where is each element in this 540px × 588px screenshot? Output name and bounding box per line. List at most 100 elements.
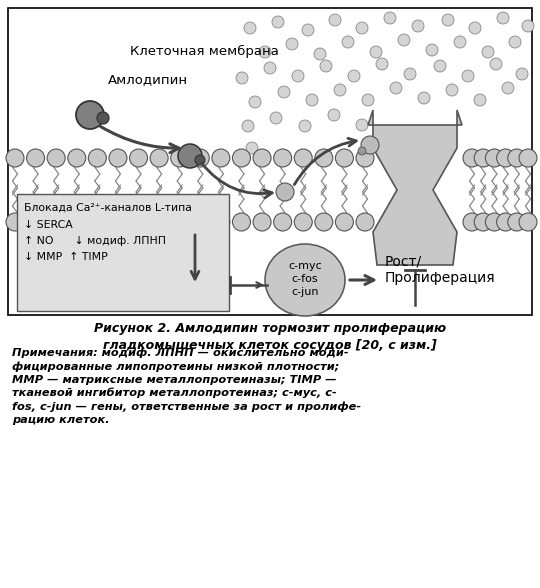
Circle shape xyxy=(356,22,368,34)
Circle shape xyxy=(259,46,271,58)
Circle shape xyxy=(171,213,188,231)
Text: Амлодипин: Амлодипин xyxy=(108,73,188,86)
Circle shape xyxy=(376,58,388,70)
Circle shape xyxy=(6,213,24,231)
Circle shape xyxy=(278,86,290,98)
Text: c-fos: c-fos xyxy=(292,274,318,284)
Circle shape xyxy=(519,213,537,231)
Circle shape xyxy=(150,213,168,231)
Circle shape xyxy=(244,22,256,34)
Text: c-myc: c-myc xyxy=(288,261,322,271)
Circle shape xyxy=(233,149,251,167)
Circle shape xyxy=(502,82,514,94)
Circle shape xyxy=(315,213,333,231)
Circle shape xyxy=(329,14,341,26)
Text: Клеточная мембрана: Клеточная мембрана xyxy=(130,45,279,58)
Circle shape xyxy=(490,58,502,70)
Circle shape xyxy=(335,213,353,231)
Circle shape xyxy=(474,94,486,106)
Circle shape xyxy=(418,92,430,104)
Circle shape xyxy=(178,144,202,168)
Circle shape xyxy=(497,12,509,24)
Circle shape xyxy=(253,149,271,167)
Circle shape xyxy=(130,149,147,167)
Circle shape xyxy=(276,183,294,201)
Circle shape xyxy=(384,12,396,24)
Text: Примечания: модиф. ЛПНП — окислительно моди-
фицированные липопротеины низкой пл: Примечания: модиф. ЛПНП — окислительно м… xyxy=(12,348,361,425)
Circle shape xyxy=(236,72,248,84)
Circle shape xyxy=(362,94,374,106)
Circle shape xyxy=(191,149,210,167)
Circle shape xyxy=(274,213,292,231)
Circle shape xyxy=(522,20,534,32)
Circle shape xyxy=(426,44,438,56)
Circle shape xyxy=(212,149,230,167)
Circle shape xyxy=(474,149,492,167)
Circle shape xyxy=(299,120,311,132)
Circle shape xyxy=(358,147,366,155)
Circle shape xyxy=(509,36,521,48)
Polygon shape xyxy=(368,110,462,265)
Circle shape xyxy=(26,213,45,231)
Text: Рисунок 2. Амлодипин тормозит пролиферацию: Рисунок 2. Амлодипин тормозит пролиферац… xyxy=(94,322,446,335)
Circle shape xyxy=(68,213,86,231)
Circle shape xyxy=(446,84,458,96)
Circle shape xyxy=(274,149,292,167)
Circle shape xyxy=(249,96,261,108)
Circle shape xyxy=(398,34,410,46)
Circle shape xyxy=(356,213,374,231)
Circle shape xyxy=(253,213,271,231)
Circle shape xyxy=(233,213,251,231)
Circle shape xyxy=(348,70,360,82)
Circle shape xyxy=(390,82,402,94)
Circle shape xyxy=(130,213,147,231)
Text: Рост/
Пролиферация: Рост/ Пролиферация xyxy=(385,255,496,285)
Text: ↓ MMP  ↑ TIMP: ↓ MMP ↑ TIMP xyxy=(24,252,108,262)
Circle shape xyxy=(97,112,109,124)
Circle shape xyxy=(302,24,314,36)
Text: c-jun: c-jun xyxy=(291,287,319,297)
Circle shape xyxy=(469,22,481,34)
Circle shape xyxy=(442,14,454,26)
Circle shape xyxy=(328,109,340,121)
Circle shape xyxy=(334,84,346,96)
Circle shape xyxy=(286,38,298,50)
Circle shape xyxy=(150,149,168,167)
Circle shape xyxy=(306,94,318,106)
Circle shape xyxy=(320,60,332,72)
Circle shape xyxy=(212,213,230,231)
Circle shape xyxy=(463,149,481,167)
Circle shape xyxy=(26,149,45,167)
Circle shape xyxy=(404,68,416,80)
Circle shape xyxy=(242,120,254,132)
Circle shape xyxy=(356,149,374,167)
Text: ↓ SERCA: ↓ SERCA xyxy=(24,220,73,230)
Circle shape xyxy=(264,62,276,74)
Circle shape xyxy=(294,213,312,231)
Circle shape xyxy=(434,60,446,72)
Circle shape xyxy=(497,213,515,231)
Circle shape xyxy=(89,149,106,167)
Circle shape xyxy=(47,149,65,167)
Circle shape xyxy=(171,149,188,167)
Circle shape xyxy=(482,46,494,58)
Circle shape xyxy=(270,112,282,124)
Text: ↑ NO      ↓ модиф. ЛПНП: ↑ NO ↓ модиф. ЛПНП xyxy=(24,236,166,246)
Circle shape xyxy=(454,36,466,48)
Circle shape xyxy=(497,149,515,167)
Circle shape xyxy=(463,213,481,231)
Circle shape xyxy=(315,149,333,167)
Circle shape xyxy=(191,213,210,231)
Circle shape xyxy=(508,213,526,231)
Circle shape xyxy=(195,155,205,165)
Circle shape xyxy=(342,36,354,48)
Circle shape xyxy=(485,149,503,167)
Circle shape xyxy=(485,213,503,231)
Circle shape xyxy=(6,149,24,167)
FancyBboxPatch shape xyxy=(17,194,229,311)
Circle shape xyxy=(292,70,304,82)
Circle shape xyxy=(272,16,284,28)
Circle shape xyxy=(246,142,258,154)
Circle shape xyxy=(508,149,526,167)
Text: гладкомышечных клеток сосудов [20, с изм.]: гладкомышечных клеток сосудов [20, с изм… xyxy=(103,339,437,352)
